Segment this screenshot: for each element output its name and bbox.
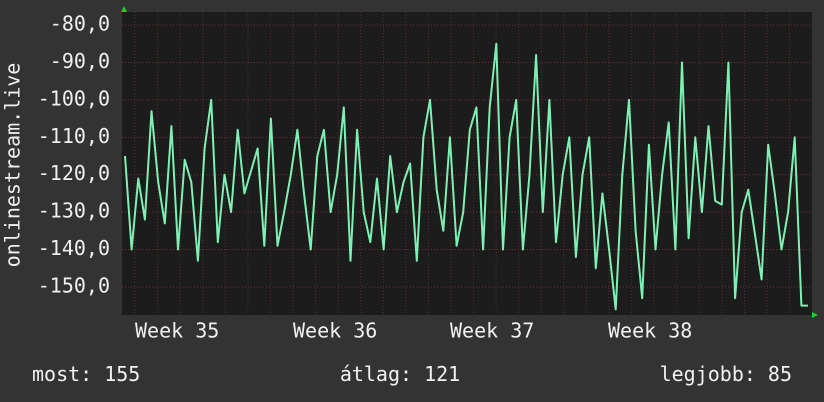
stat: most: 155 — [32, 362, 140, 386]
x-tick-label: Week 38 — [608, 319, 692, 343]
y-tick-label: -110,0 — [38, 124, 110, 148]
stat: legjobb: 85 — [660, 362, 792, 386]
y-tick-label: -150,0 — [38, 273, 110, 297]
stat-value: 121 — [424, 362, 460, 386]
y-tick-label: -140,0 — [38, 236, 110, 260]
stat: átlag: 121 — [340, 362, 460, 386]
y-tick-label: -130,0 — [38, 199, 110, 223]
y-tick-label: -80,0 — [50, 12, 110, 36]
x-tick-label: Week 36 — [293, 319, 377, 343]
axis-arrow — [812, 312, 818, 318]
y-tick-label: -120,0 — [38, 161, 110, 185]
stat-label: most: — [32, 362, 92, 386]
y-axis-label: onlinestream.live — [1, 63, 25, 268]
stat-label: legjobb: — [660, 362, 756, 386]
stat-label: átlag: — [340, 362, 412, 386]
stat-value: 155 — [104, 362, 140, 386]
data-line — [124, 42, 808, 311]
axis-arrow — [121, 6, 127, 12]
stat-value: 85 — [768, 362, 792, 386]
x-tick-label: Week 35 — [135, 319, 219, 343]
y-tick-label: -90,0 — [50, 49, 110, 73]
y-tick-label: -100,0 — [38, 86, 110, 110]
x-tick-label: Week 37 — [450, 319, 534, 343]
